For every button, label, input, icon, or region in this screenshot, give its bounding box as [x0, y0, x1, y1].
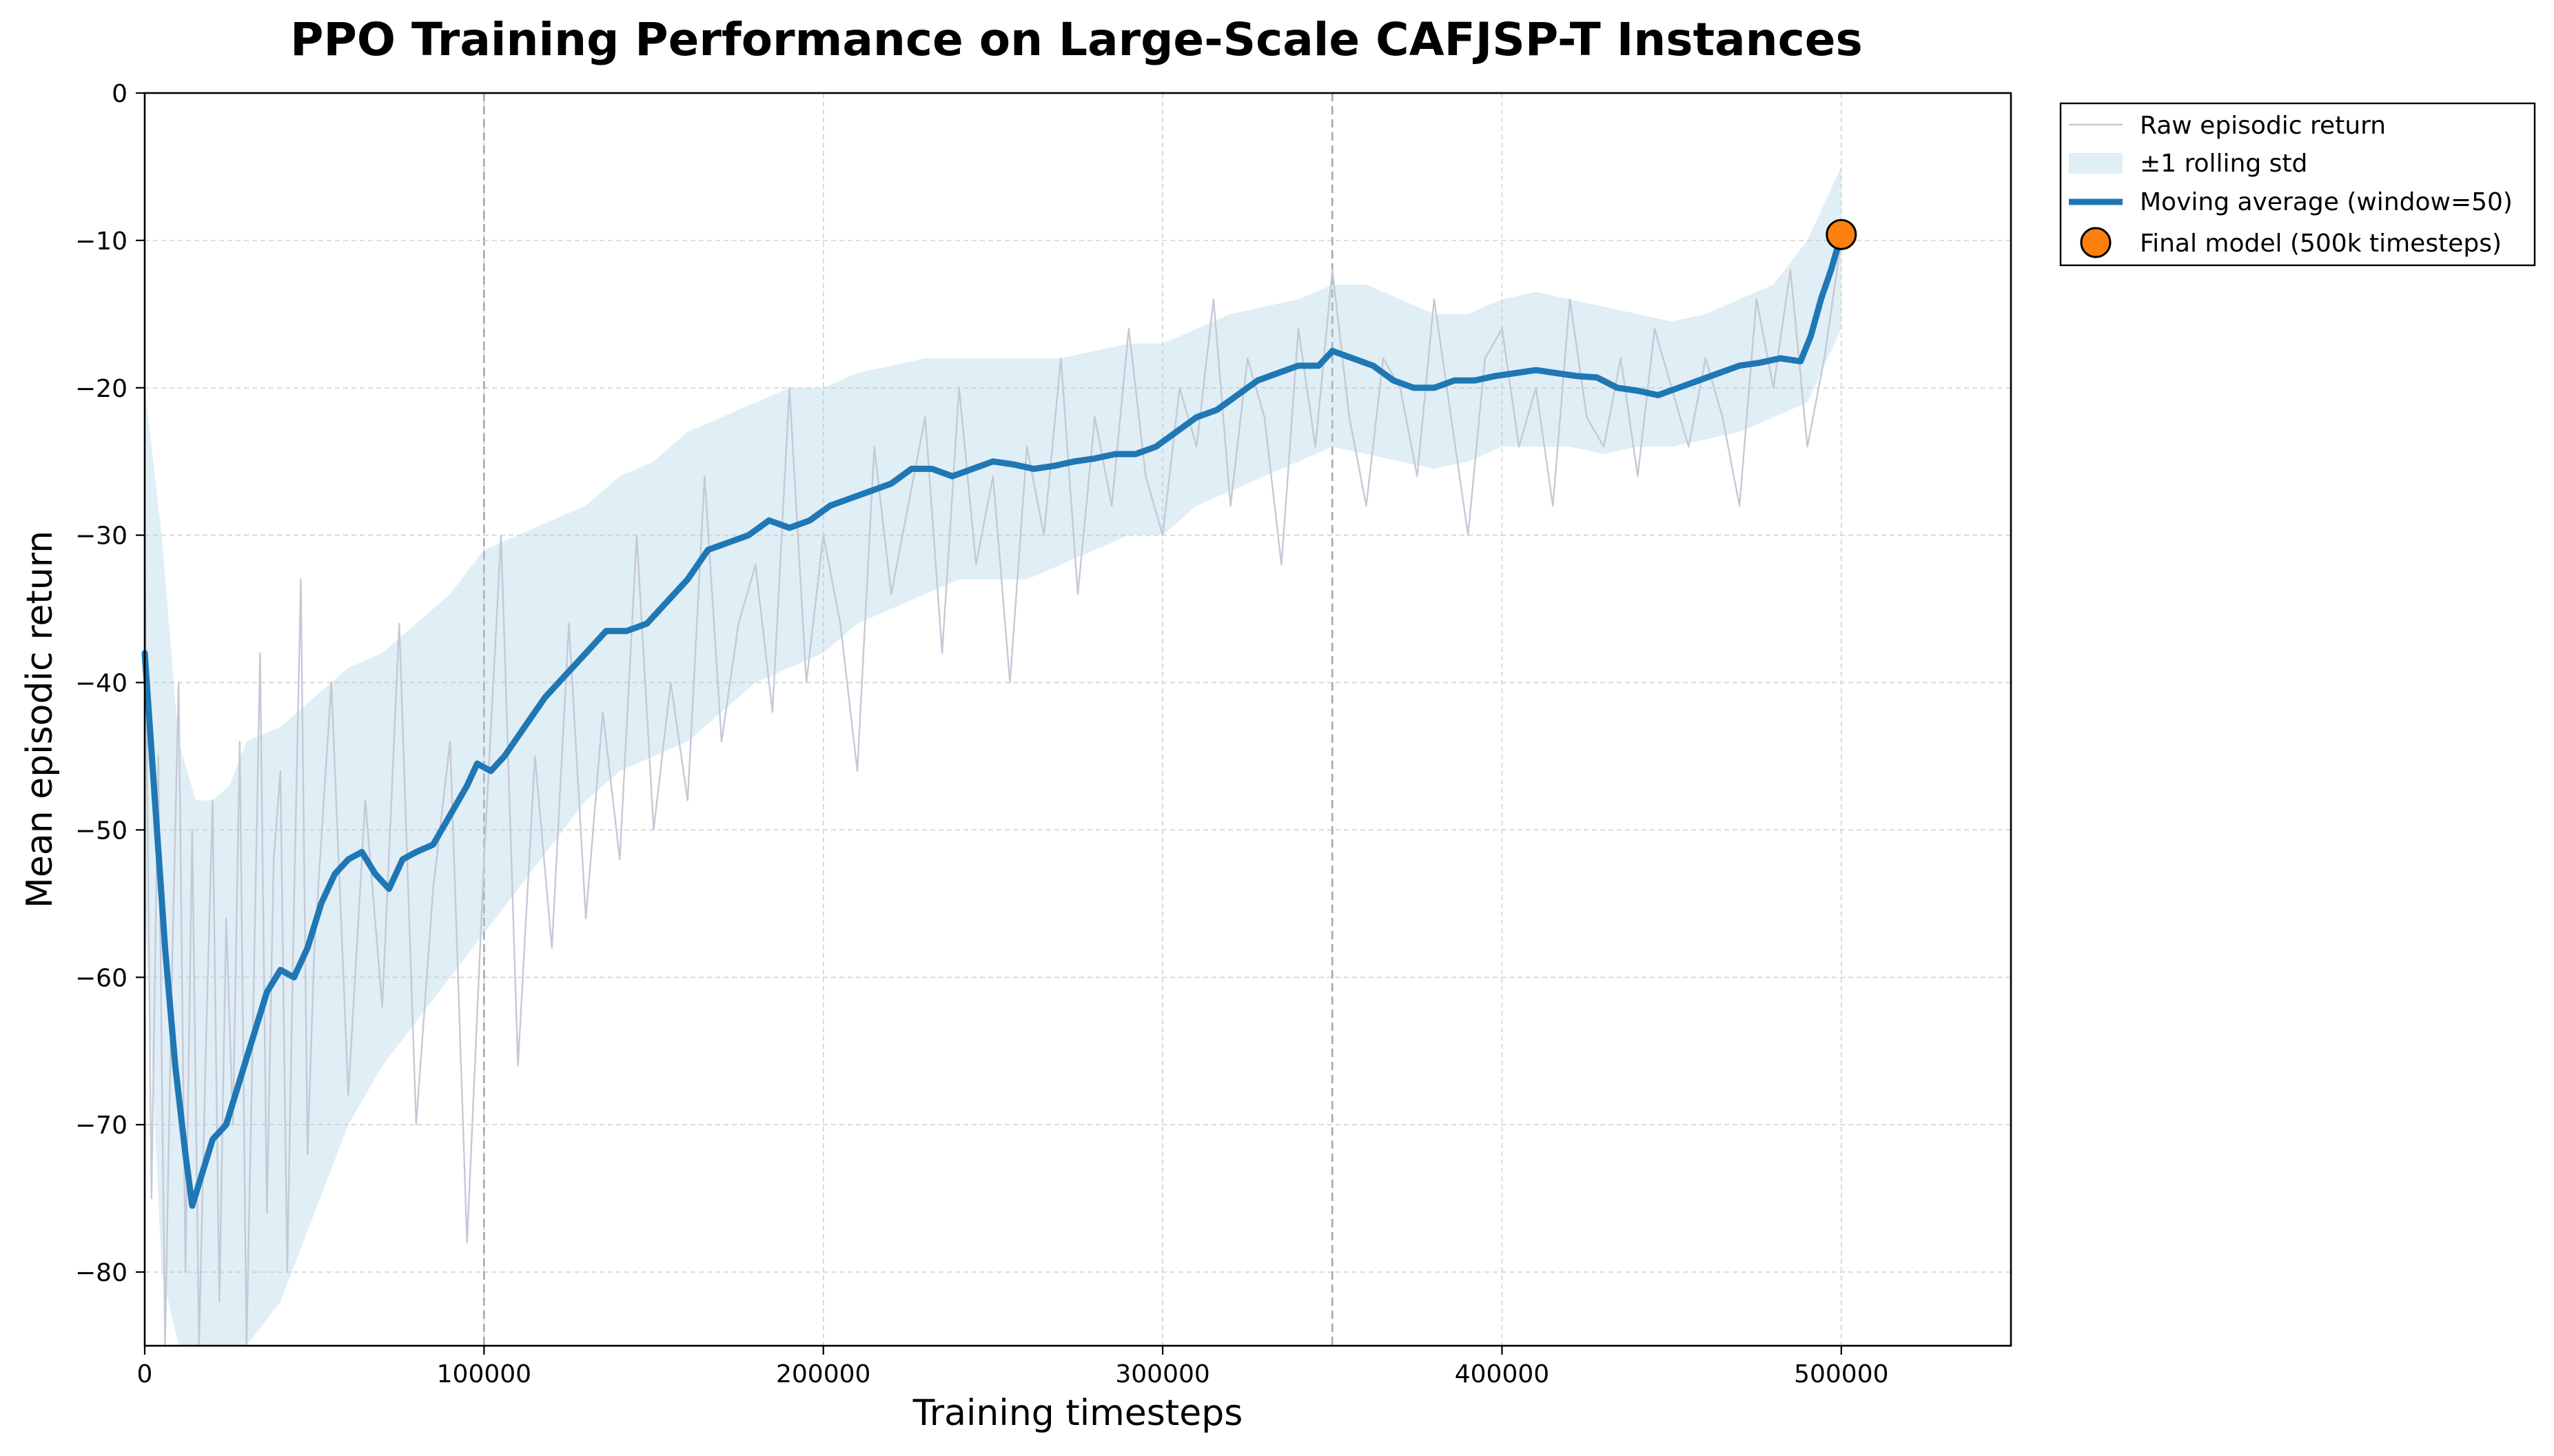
legend-band-label: ±1 rolling std: [2140, 150, 2307, 178]
plot-area-frame: [143, 92, 2012, 1347]
rolling-std-band-layer: [145, 166, 1841, 1346]
legend-mean-label: Moving average (window=50): [2140, 188, 2513, 216]
legend-final-label: Final model (500k timesteps): [2140, 229, 2502, 258]
y-tick-label: −80: [75, 1259, 127, 1287]
x-tick-label: 200000: [776, 1360, 870, 1388]
y-tick-label: −40: [75, 670, 127, 698]
x-tick-label: 0: [137, 1360, 153, 1388]
legend-raw-label: Raw episodic return: [2140, 112, 2386, 140]
y-tick-label: −20: [75, 375, 127, 403]
rolling-std-band: [145, 166, 1841, 1346]
final-model-point: [1826, 218, 1857, 250]
x-axis-ticks: 0 100000 200000 300000 400000 500000: [137, 1346, 1889, 1388]
legend: Raw episodic return ±1 rolling std Movin…: [2059, 102, 2536, 267]
y-tick-label: −30: [75, 522, 127, 551]
y-tick-label: 0: [112, 80, 127, 108]
final-model-layer: [1826, 218, 1857, 250]
legend-box: [2059, 102, 2536, 267]
legend-final-marker: [2080, 227, 2112, 258]
raw-return-layer: [143, 240, 1842, 1347]
y-axis-ticks: 0 −10 −20 −30 −40 −50 −60 −70 −80: [75, 80, 145, 1287]
moving-average-line: [141, 231, 1845, 1209]
x-tick-label: 300000: [1115, 1360, 1209, 1388]
legend-band-swatch: [2069, 153, 2123, 174]
y-tick-label: −50: [75, 817, 127, 845]
raw-return-line: [143, 240, 1842, 1347]
moving-average-layer: [141, 231, 1845, 1209]
y-tick-label: −70: [75, 1111, 127, 1140]
x-tick-label: 100000: [437, 1360, 531, 1388]
chart-title: PPO Training Performance on Large-Scale …: [290, 13, 1863, 66]
x-axis-label: Training timesteps: [912, 1393, 1243, 1434]
y-tick-label: −60: [75, 964, 127, 992]
y-axis-label: Mean episodic return: [19, 531, 61, 908]
x-tick-label: 400000: [1455, 1360, 1549, 1388]
x-tick-label: 500000: [1794, 1360, 1888, 1388]
y-tick-label: −10: [75, 227, 127, 256]
